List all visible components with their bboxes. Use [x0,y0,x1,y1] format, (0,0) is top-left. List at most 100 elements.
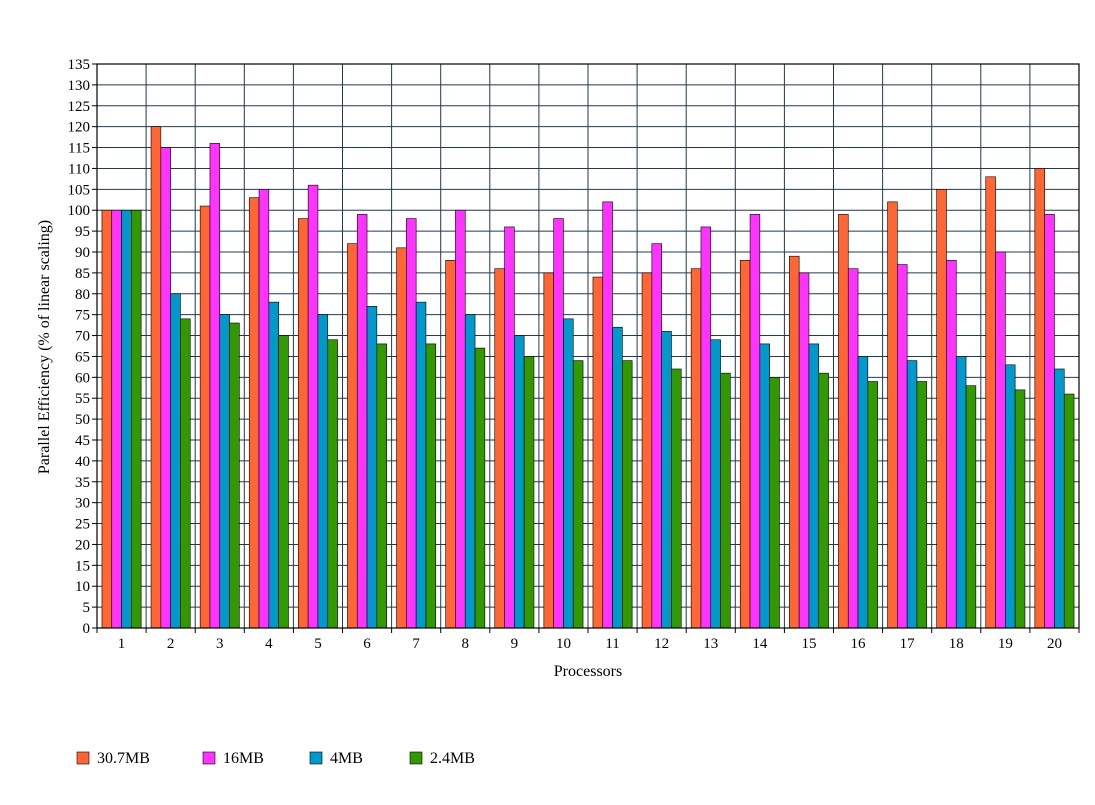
bar-2.4MB-12 [671,368,682,629]
bar-30.7MB-3 [199,205,211,629]
x-tick-label: 12 [654,636,669,652]
bar-30.7MB-12 [641,272,653,629]
legend-swatch-2.4MB [409,751,423,765]
bar-30.7MB-18 [936,189,947,629]
bar-16MB-13 [700,226,712,629]
bar-4MB-6 [366,306,378,629]
bar-16MB-2 [160,147,171,629]
bar-2.4MB-9 [523,356,535,629]
bar-4MB-11 [612,326,623,629]
y-tick-label: 50 [75,412,90,428]
y-tick-label: 55 [75,391,90,407]
bar-16MB-6 [356,214,368,629]
y-tick-label: 0 [83,621,91,637]
bar-16MB-15 [798,272,810,629]
y-tick-label: 30 [75,496,90,512]
y-tick-label: 60 [75,370,90,386]
y-tick-label: 70 [75,329,90,345]
bar-30.7MB-14 [739,260,751,629]
bar-4MB-1 [121,209,132,629]
bar-30.7MB-8 [445,260,456,629]
legend-label-2.4MB: 2.4MB [430,750,475,767]
x-tick-label: 11 [605,636,619,652]
bar-2.4MB-13 [720,372,731,629]
bar-4MB-3 [219,314,230,629]
x-tick-label: 5 [314,636,322,652]
bar-2.4MB-2 [180,318,191,629]
x-tick-label: 20 [1047,636,1062,652]
bar-2.4MB-11 [622,360,633,629]
legend-swatch-16MB [202,751,216,765]
y-axis-ticks: 0 5 10 15 20 25 30 35 40 45 50 55 60 65 70 75 80 85 90 95 10… [68,57,97,637]
bar-16MB-4 [258,189,270,629]
x-tick-label: 8 [462,636,470,652]
bar-16MB-3 [209,143,221,629]
y-tick-label: 115 [68,141,90,157]
legend-swatch-30.7MB [76,751,90,765]
y-tick-label: 15 [75,558,90,574]
y-tick-label: 10 [75,579,90,595]
bar-16MB-19 [995,251,1006,629]
bar-16MB-10 [553,218,564,629]
y-tick-label: 45 [75,433,90,449]
bar-2.4MB-5 [327,339,338,629]
bar-30.7MB-6 [347,243,358,629]
bar-30.7MB-20 [1034,168,1045,629]
bar-30.7MB-1 [101,209,113,629]
bar-4MB-14 [759,343,770,629]
bar-4MB-19 [1005,364,1016,629]
bar-4MB-9 [514,335,525,629]
bar-30.7MB-19 [985,176,996,629]
y-tick-label: 65 [75,349,90,365]
bar-2.4MB-17 [916,381,928,629]
y-tick-label: 75 [75,308,90,324]
bar-30.7MB-17 [887,201,898,629]
bar-16MB-9 [504,226,515,629]
bar-4MB-17 [906,360,918,629]
bar-16MB-5 [307,184,319,629]
grid [96,63,1080,629]
bar-16MB-16 [847,268,859,629]
x-tick-label: 19 [998,636,1013,652]
x-tick-label: 1 [118,636,126,652]
bar-2.4MB-8 [474,347,486,629]
y-tick-label: 100 [68,203,91,219]
x-tick-label: 15 [801,636,816,652]
bar-30.7MB-15 [789,255,800,629]
x-tick-label: 3 [216,636,224,652]
x-tick-label: 16 [851,636,867,652]
bars [101,126,1075,629]
bar-30.7MB-11 [592,276,604,629]
legend-label-30.7MB: 30.7MB [97,750,150,767]
x-axis-title: Processors [554,663,622,680]
y-tick-label: 130 [68,78,91,94]
bar-30.7MB-9 [494,268,505,629]
bar-4MB-12 [661,331,672,629]
x-tick-label: 13 [703,636,718,652]
bar-4MB-4 [268,301,279,629]
bar-4MB-5 [317,314,329,629]
bar-2.4MB-6 [376,343,387,629]
y-tick-label: 105 [68,182,91,198]
x-tick-label: 4 [265,636,273,652]
y-tick-label: 110 [68,161,90,177]
bar-16MB-17 [897,264,908,629]
x-tick-label: 14 [752,636,768,652]
bar-4MB-13 [710,339,721,629]
bar-16MB-7 [406,218,417,629]
bar-30.7MB-5 [298,218,309,629]
bar-16MB-18 [946,260,957,629]
bar-2.4MB-19 [1014,389,1026,629]
y-axis-title: Parallel Efficiency (% of linear scaling… [36,220,53,474]
bar-2.4MB-10 [572,360,584,629]
y-tick-label: 85 [75,266,90,282]
bar-2.4MB-16 [867,381,878,629]
bar-2.4MB-1 [131,209,142,629]
y-tick-label: 20 [75,537,90,553]
bar-2.4MB-4 [278,335,289,629]
y-tick-label: 80 [75,287,90,303]
legend-label-16MB: 16MB [223,750,264,767]
bar-30.7MB-13 [690,268,702,629]
bar-2.4MB-18 [965,385,977,629]
